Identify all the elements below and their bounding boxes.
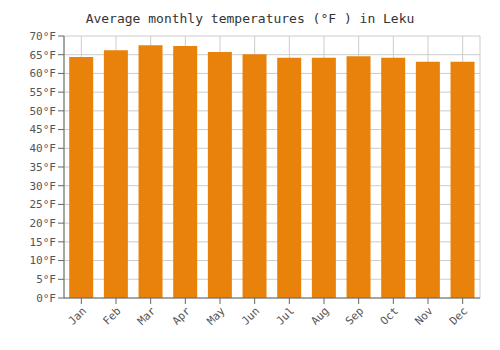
svg-text:60°F: 60°F xyxy=(30,67,57,80)
svg-text:35°F: 35°F xyxy=(30,161,57,174)
svg-text:0°F: 0°F xyxy=(36,292,56,305)
svg-text:30°F: 30°F xyxy=(30,180,57,193)
svg-text:45°F: 45°F xyxy=(30,123,57,136)
svg-text:20°F: 20°F xyxy=(30,217,57,230)
svg-text:Feb: Feb xyxy=(100,304,123,327)
svg-text:55°F: 55°F xyxy=(30,86,57,99)
svg-text:Jun: Jun xyxy=(239,304,262,327)
svg-text:65°F: 65°F xyxy=(30,49,57,62)
svg-text:Nov: Nov xyxy=(412,304,436,328)
svg-text:Jul: Jul xyxy=(274,304,297,327)
svg-text:May: May xyxy=(204,304,228,328)
svg-text:Oct: Oct xyxy=(378,304,401,327)
svg-text:40°F: 40°F xyxy=(30,142,57,155)
svg-text:Jan: Jan xyxy=(66,304,89,327)
svg-text:70°F: 70°F xyxy=(30,30,57,43)
svg-text:15°F: 15°F xyxy=(30,236,57,249)
svg-text:25°F: 25°F xyxy=(30,198,57,211)
svg-text:10°F: 10°F xyxy=(30,254,57,267)
svg-text:Sep: Sep xyxy=(343,304,366,327)
svg-text:Aug: Aug xyxy=(308,304,331,327)
svg-text:50°F: 50°F xyxy=(30,105,57,118)
svg-text:5°F: 5°F xyxy=(36,273,56,286)
html-text:Average monthly temperatures (: Average monthly temperatures (°F ) in Le… xyxy=(85,11,415,26)
svg-text:Mar: Mar xyxy=(135,304,159,328)
svg-text:Dec: Dec xyxy=(447,304,470,327)
svg-text:Apr: Apr xyxy=(170,304,194,328)
